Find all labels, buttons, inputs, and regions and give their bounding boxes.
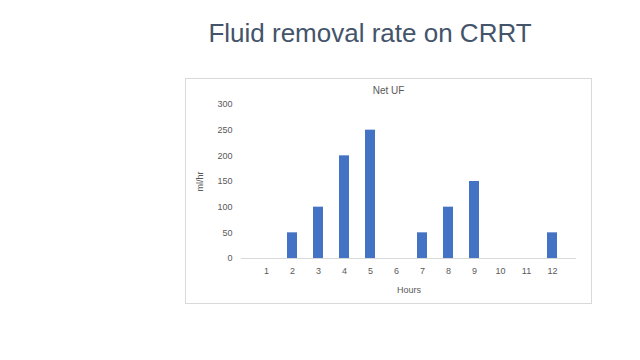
svg-text:7: 7 [420, 266, 425, 276]
svg-text:1: 1 [264, 266, 269, 276]
svg-text:250: 250 [217, 125, 232, 135]
svg-text:150: 150 [217, 176, 232, 186]
svg-text:10: 10 [495, 266, 505, 276]
svg-text:ml/hr: ml/hr [195, 171, 205, 191]
svg-text:100: 100 [217, 202, 232, 212]
svg-text:Hours: Hours [397, 285, 422, 295]
svg-text:9: 9 [472, 266, 477, 276]
svg-text:0: 0 [227, 253, 232, 263]
svg-text:300: 300 [217, 99, 232, 109]
html-text:Net UF: Net UF [372, 85, 405, 96]
svg-text:2: 2 [290, 266, 295, 276]
svg-text:200: 200 [217, 151, 232, 161]
svg-text:5: 5 [368, 266, 373, 276]
svg-text:50: 50 [222, 228, 232, 238]
html-text:Fluid removal rate on CRRT: Fluid removal rate on CRRT [208, 18, 532, 48]
svg-text:6: 6 [394, 266, 399, 276]
svg-text:11: 11 [522, 266, 531, 276]
svg-text:12: 12 [547, 266, 557, 276]
svg-text:8: 8 [446, 266, 451, 276]
svg-text:4: 4 [342, 266, 347, 276]
svg-text:3: 3 [316, 266, 321, 276]
